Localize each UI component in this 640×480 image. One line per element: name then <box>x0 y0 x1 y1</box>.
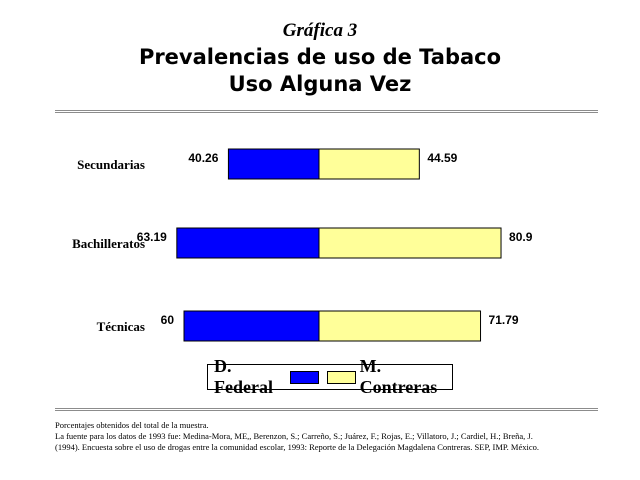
legend-label-mc: M. Contreras <box>359 356 438 397</box>
legend-label-df: D. Federal <box>214 356 273 397</box>
bar-mc <box>318 148 420 180</box>
category-label: Técnicas <box>97 319 145 334</box>
value-label-mc: 44.59 <box>427 151 457 165</box>
bar-df <box>227 148 320 180</box>
legend-swatch-df <box>290 370 319 384</box>
bar-mc <box>318 227 502 259</box>
bar-mc <box>318 310 482 342</box>
legend: D. Federal M. Contreras <box>207 356 453 397</box>
value-label-mc: 71.79 <box>489 313 519 327</box>
value-label-df: 63.19 <box>137 230 167 244</box>
chart-subtitle: Uso Alguna Vez <box>228 72 412 96</box>
top-rule <box>55 110 598 113</box>
source-notes: Porcentajes obtenidos del total de la mu… <box>55 420 615 453</box>
bar-df <box>183 310 320 342</box>
category-label: Bachilleratos <box>72 236 145 251</box>
legend-swatch-mc <box>326 370 356 384</box>
note-line-1: Porcentajes obtenidos del total de la mu… <box>55 420 209 430</box>
note-line-3: (1994). Encuesta sobre el uso de drogas … <box>55 442 540 452</box>
value-label-df: 40.26 <box>188 151 218 165</box>
bottom-rule <box>55 408 598 411</box>
value-label-mc: 80.9 <box>509 230 533 244</box>
bar-df <box>176 227 320 259</box>
value-label-df: 60 <box>161 313 175 327</box>
category-label: Secundarias <box>77 157 145 172</box>
note-line-2: La fuente para los datos de 1993 fue: Me… <box>55 431 533 441</box>
chart-kicker: Gráfica 3 <box>282 20 358 41</box>
chart-title: Prevalencias de uso de Tabaco <box>138 45 502 69</box>
